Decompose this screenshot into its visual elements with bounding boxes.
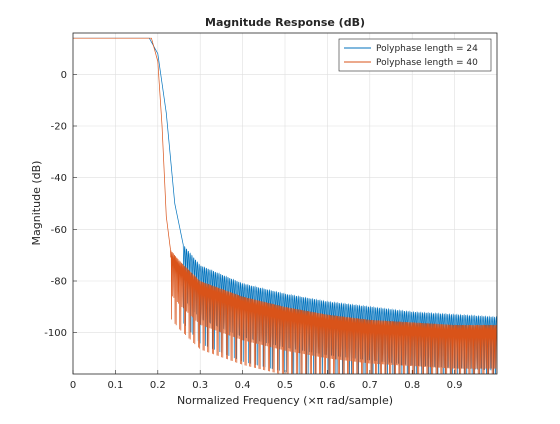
y-tick-label: -80 [51,277,67,288]
y-tick-label: -100 [44,328,67,339]
x-tick-label: 0.5 [277,380,293,391]
x-ticks: 0 0.1 0.2 0.3 0.4 0.5 0.6 0.7 0.8 0.9 [70,370,463,391]
y-tick-label: -40 [51,173,67,184]
x-tick-label: 0 [70,380,76,391]
y-tick-label: 0 [61,70,67,81]
series-line-1 [73,37,497,374]
chart-title: Magnitude Response (dB) [205,16,365,29]
y-tick-label: -60 [51,225,67,236]
y-axis-label: Magnitude (dB) [30,161,43,246]
x-tick-label: 0.1 [107,380,123,391]
y-tick-label: -20 [51,122,67,133]
x-tick-label: 0.2 [150,380,166,391]
legend-label-40: Polyphase length = 40 [376,58,478,68]
legend-label-24: Polyphase length = 24 [376,44,478,54]
x-tick-label: 0.9 [447,380,463,391]
x-tick-label: 0.4 [235,380,251,391]
x-axis-label: Normalized Frequency (×π rad/sample) [177,394,393,407]
x-tick-label: 0.3 [192,380,208,391]
legend-box [338,38,492,72]
y-ticks: 0 -20 -40 -60 -80 -100 [44,70,77,339]
x-tick-label: 0.7 [362,380,378,391]
legend: Polyphase length = 24 Polyphase length =… [338,38,492,72]
series-lines [73,37,497,374]
x-tick-label: 0.6 [319,380,335,391]
x-tick-label: 0.8 [404,380,420,391]
